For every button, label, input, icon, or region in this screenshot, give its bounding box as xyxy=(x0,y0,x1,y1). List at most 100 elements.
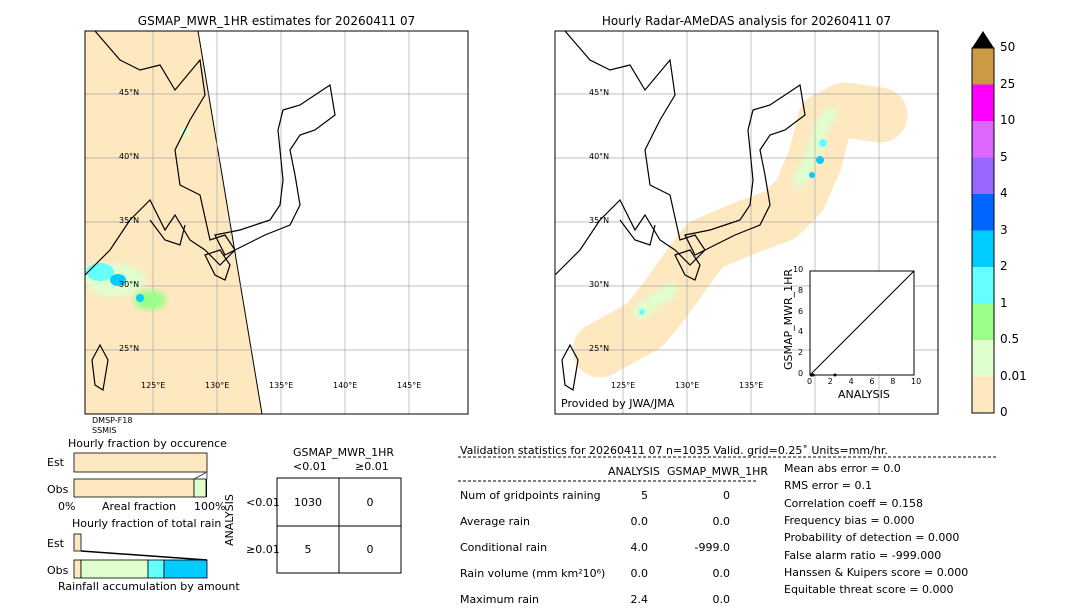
left-map-frame xyxy=(84,30,469,415)
row-label-0: <0.01 xyxy=(246,496,280,509)
col-label-0: <0.01 xyxy=(293,460,327,473)
contingency-grid xyxy=(276,477,402,574)
stats-analysis-value: 0.0 xyxy=(630,515,649,528)
right-map xyxy=(554,30,939,415)
est-label-2: Est xyxy=(47,537,64,550)
stats-gsmap-value: 0 xyxy=(723,489,730,502)
stats-gsmap-value: 0.0 xyxy=(712,567,731,580)
colorbar-segment xyxy=(972,121,994,158)
score-line: Frequency bias = 0.000 xyxy=(784,513,915,527)
lon-label: 130°E xyxy=(205,381,230,390)
colorbar xyxy=(971,31,995,414)
accumulation-label: Rainfall accumulation by amount xyxy=(58,580,240,593)
obs-label: Obs xyxy=(47,483,69,496)
x-tick-label: 10 xyxy=(911,377,922,386)
colorbar-tick-label: 4 xyxy=(1000,186,1008,200)
col-label-1: ≥0.01 xyxy=(355,460,389,473)
stats-row-label: Num of gridpoints raining xyxy=(460,489,601,502)
colorbar-segment xyxy=(972,376,994,413)
score-line: False alarm ratio = -999.000 xyxy=(784,548,942,562)
stats-analysis-value: 0.0 xyxy=(630,567,649,580)
colorbar-extend-arrow xyxy=(972,31,994,48)
y-tick-label: 6 xyxy=(798,306,804,316)
score-line: Equitable threat score = 0.000 xyxy=(784,583,954,597)
lat-label: 35°N xyxy=(119,216,140,225)
score-line: RMS error = 0.1 xyxy=(784,479,872,493)
x-tick-label: 2 xyxy=(827,377,833,386)
cell-01: 0 xyxy=(366,496,374,509)
scatter-point xyxy=(833,373,837,377)
colorbar-tick-label: 10 xyxy=(1000,113,1016,127)
lat-label: 40°N xyxy=(589,152,610,161)
stats-row-label: Average rain xyxy=(460,515,530,528)
y-tick-label: 4 xyxy=(798,327,804,337)
lon-label: 145°E xyxy=(397,381,422,390)
row-axis-label: ANALYSIS xyxy=(223,494,236,546)
colorbar-segment xyxy=(972,303,994,340)
lat-label: 45°N xyxy=(589,88,610,97)
stats-analysis-value: 5 xyxy=(641,489,648,502)
colorbar-segment xyxy=(972,267,994,304)
left-map xyxy=(84,30,469,415)
lat-label: 25°N xyxy=(119,344,140,353)
lat-label: 45°N xyxy=(119,88,140,97)
lon-label: 130°E xyxy=(675,381,700,390)
colorbar-segment xyxy=(972,230,994,267)
left-rain-cells xyxy=(85,127,190,310)
lon-label: 125°E xyxy=(611,381,636,390)
lon-label: 125°E xyxy=(141,381,166,390)
y-axis-label: GSMAP_MWR_1HR xyxy=(782,268,795,370)
colorbar-tick-label: 50 xyxy=(1000,40,1016,54)
credit-text: Provided by JWA/JMA xyxy=(561,397,675,410)
cell-00: 1030 xyxy=(294,496,322,509)
total-rain-title: Hourly fraction of total rain xyxy=(72,517,222,530)
y-tick-label: 10 xyxy=(793,265,804,274)
lon-label: 140°E xyxy=(333,381,358,390)
obs-label-2: Obs xyxy=(47,564,69,577)
colorbar-tick-label: 1 xyxy=(1000,295,1008,310)
score-line: Correlation coeff = 0.158 xyxy=(784,496,923,510)
left-map-title: GSMAP_MWR_1HR estimates for 20260411 07 xyxy=(137,14,416,28)
colorbar-segment xyxy=(972,84,994,121)
lon-label: 135°E xyxy=(739,381,764,390)
areal-fraction-label: Areal fraction xyxy=(102,500,177,513)
x-axis-label: ANALYSIS xyxy=(838,388,890,401)
cell-10: 5 xyxy=(304,543,312,556)
fraction-bars xyxy=(73,452,208,579)
stats-header: Validation statistics for 20260411 07 n=… xyxy=(460,444,888,457)
right-map-title: Hourly Radar-AMeDAS analysis for 2026041… xyxy=(601,14,892,28)
contingency-title: GSMAP_MWR_1HR xyxy=(293,446,395,459)
xtick-100: 100% xyxy=(194,500,226,513)
lon-label: 135°E xyxy=(269,381,294,390)
y-tick-label: 8 xyxy=(798,285,804,295)
col-analysis: ANALYSIS xyxy=(608,465,660,478)
colorbar-tick-label: 3 xyxy=(1000,222,1008,237)
colorbar-tick-label: 0.5 xyxy=(1000,332,1020,346)
stats-analysis-value: 4.0 xyxy=(630,541,649,554)
sensor-name: DMSP-F18 xyxy=(92,416,133,425)
colorbar-segment xyxy=(972,340,994,377)
x-tick-label: 4 xyxy=(848,377,854,386)
scatter-point xyxy=(810,373,814,377)
y-tick-label: 0 xyxy=(798,369,804,378)
score-line: Probability of detection = 0.000 xyxy=(784,531,960,545)
colorbar-tick-label: 0 xyxy=(1000,405,1008,419)
colorbar-tick-label: 5 xyxy=(1000,149,1008,164)
lat-label: 30°N xyxy=(589,280,610,289)
y-tick-label: 2 xyxy=(798,348,804,358)
colorbar-segment xyxy=(972,48,994,85)
lat-label: 25°N xyxy=(589,344,610,353)
xtick-0: 0% xyxy=(58,500,76,513)
left-grid xyxy=(85,31,468,414)
x-tick-label: 8 xyxy=(890,377,896,386)
swath-coverage xyxy=(85,31,262,414)
inset-scatter xyxy=(809,270,915,377)
score-line: Mean abs error = 0.0 xyxy=(784,462,901,475)
stats-row-label: Rain volume (mm km²10⁶) xyxy=(460,567,606,580)
stats-gsmap-value: 0.0 xyxy=(712,515,731,528)
colorbar-tick-label: 25 xyxy=(1000,76,1016,91)
stats-row-label: Conditional rain xyxy=(460,541,548,554)
row-label-1: ≥0.01 xyxy=(246,543,280,556)
x-tick-label: 6 xyxy=(869,377,875,386)
